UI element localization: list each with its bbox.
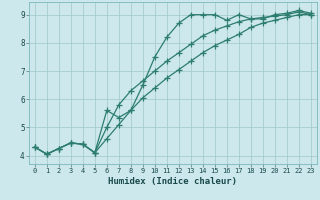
X-axis label: Humidex (Indice chaleur): Humidex (Indice chaleur) [108, 177, 237, 186]
